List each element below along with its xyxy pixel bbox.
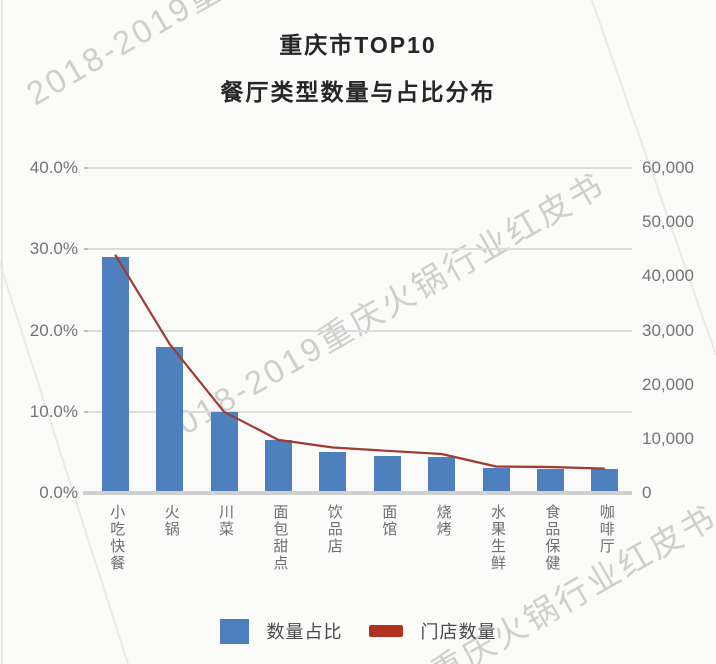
y-axis-right-label: 50,000 <box>642 212 694 232</box>
y-axis-right-label: 40,000 <box>642 266 694 286</box>
bar <box>264 440 292 493</box>
bar <box>156 346 184 493</box>
legend-item-quantity-share: 数量占比 <box>219 618 343 644</box>
gridline <box>88 167 632 169</box>
legend-item-store-count: 门店数量 <box>368 618 497 644</box>
bar <box>482 467 510 493</box>
y-axis-left-label: 10.0% <box>29 401 78 421</box>
bar <box>373 455 401 493</box>
category-label: 水果生鲜 <box>489 504 506 572</box>
page-title-line2: 餐厅类型数量与占比分布 <box>220 79 496 105</box>
legend-bar-label: 数量占比 <box>266 622 343 642</box>
category-label: 食品保健 <box>543 504 561 572</box>
category-label: 面包甜点 <box>271 504 289 572</box>
gridline <box>88 248 632 251</box>
bar <box>591 469 619 493</box>
trend-line <box>114 254 605 470</box>
category-label: 烧烤 <box>434 504 452 538</box>
category-label: 饮品店 <box>325 504 343 555</box>
bar <box>319 452 347 493</box>
bar <box>428 457 456 493</box>
y-axis-right-label: 0 <box>642 483 652 502</box>
category-label: 小吃快餐 <box>108 504 126 572</box>
y-axis-right-label: 20,000 <box>642 374 694 394</box>
gridline <box>88 329 632 332</box>
y-axis-left-label: 40.0% <box>29 158 78 177</box>
legend-line-swatch <box>368 625 403 637</box>
legend-bar-swatch <box>219 618 249 644</box>
bar <box>210 411 238 493</box>
gridline <box>88 410 632 413</box>
category-label: 川菜 <box>217 504 234 538</box>
chart-title: 重庆市TOP10 餐厅类型数量与占比分布 <box>0 26 716 107</box>
category-label: 咖啡厅 <box>597 504 615 555</box>
y-axis-right-label: 60,000 <box>642 158 694 177</box>
plot-area <box>88 167 632 493</box>
y-axis-right-label: 30,000 <box>642 320 694 340</box>
y-axis-left-label: 0.0% <box>39 483 78 502</box>
x-axis-baseline <box>83 491 632 495</box>
legend-line-label: 门店数量 <box>420 622 497 642</box>
y-axis-left-label: 20.0% <box>29 320 78 340</box>
y-axis-right-label: 10,000 <box>642 428 694 448</box>
bar <box>536 468 564 493</box>
page-title-line1: 重庆市TOP10 <box>279 32 437 58</box>
y-axis-left-label: 30.0% <box>29 239 78 259</box>
bar <box>101 257 129 493</box>
legend: 数量占比 门店数量 <box>0 618 716 644</box>
category-label: 火锅 <box>162 504 180 538</box>
category-label: 面馆 <box>380 504 398 538</box>
